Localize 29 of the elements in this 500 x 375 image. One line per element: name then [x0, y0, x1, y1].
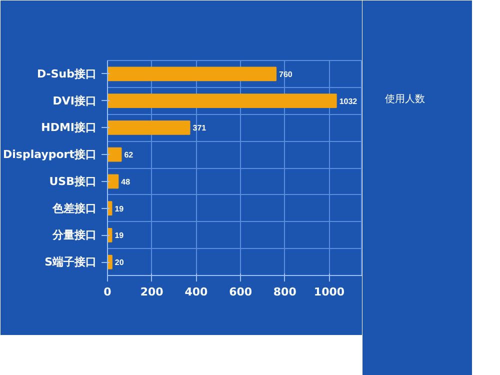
y-tick-label: Displayport接口 — [3, 148, 97, 162]
y-tick-label: 分量接口 — [52, 228, 96, 242]
x-tick-label: 400 — [184, 286, 208, 298]
y-tick-label: DVI接口 — [52, 94, 97, 108]
bar — [108, 174, 119, 189]
y-tick-label: D-Sub接口 — [36, 67, 97, 80]
bar — [108, 120, 190, 135]
bar — [108, 147, 122, 162]
data-label: 371 — [192, 124, 207, 133]
y-tick-label: 色差接口 — [52, 202, 96, 215]
y-tick-label: S端子接口 — [44, 256, 97, 269]
x-tick-label: 1000 — [314, 286, 345, 298]
bar — [108, 94, 337, 108]
y-tick-label: USB接口 — [49, 174, 97, 188]
text: 使用人数 — [385, 93, 425, 106]
x-tick-label: 800 — [273, 286, 297, 298]
x-tick-label: 200 — [140, 286, 164, 298]
data-label: 19 — [114, 231, 124, 240]
data-label: 20 — [114, 258, 124, 268]
x-tick-label: 600 — [229, 286, 252, 298]
y-tick-label: HDMI接口 — [41, 121, 97, 134]
bar — [108, 254, 112, 270]
bar — [108, 66, 277, 82]
data-label: 48 — [121, 177, 131, 186]
data-label: 1032 — [339, 96, 358, 106]
data-label: 760 — [279, 70, 293, 79]
x-tick-label: 0 — [104, 286, 112, 298]
data-label: 62 — [124, 150, 134, 160]
data-label: 19 — [114, 204, 124, 214]
